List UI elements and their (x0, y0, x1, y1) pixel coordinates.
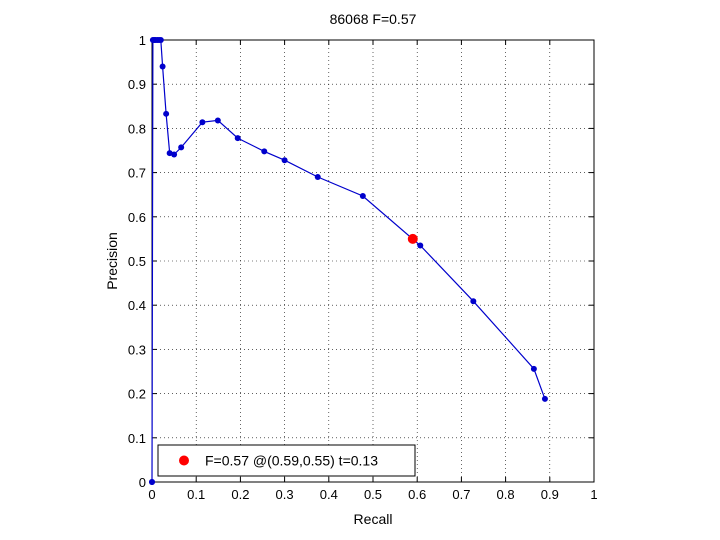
series-point (261, 148, 268, 155)
y-axis-label: Precision (104, 232, 120, 290)
grid (152, 40, 594, 482)
y-tick-label: 0.1 (128, 431, 146, 446)
y-tick-label: 1 (139, 33, 146, 48)
y-tick-label: 0 (139, 475, 146, 490)
series-point (470, 298, 477, 305)
x-tick-label: 0.4 (320, 487, 338, 502)
series-point (159, 63, 166, 70)
legend-box (157, 444, 416, 477)
series-point (234, 135, 241, 142)
x-tick-label: 1 (590, 487, 597, 502)
y-tick-label: 0.5 (128, 254, 146, 269)
y-tick-label: 0.6 (128, 210, 146, 225)
series-point (359, 193, 366, 200)
series-point (163, 110, 170, 117)
series-point (214, 117, 221, 124)
series-point (417, 242, 424, 249)
y-tick-label: 0.2 (128, 387, 146, 402)
x-tick-label: 0.8 (497, 487, 515, 502)
series-point (530, 365, 537, 372)
x-tick-label: 0.5 (364, 487, 382, 502)
series-point (541, 395, 548, 402)
x-axis-label: Recall (354, 511, 393, 527)
series-point (157, 37, 164, 43)
series-point (149, 479, 155, 485)
series-point (178, 144, 185, 151)
x-tick-label: 0 (148, 487, 155, 502)
y-tick-label: 0.7 (128, 166, 146, 181)
x-tick-label: 0.7 (452, 487, 470, 502)
legend-entry-label: F=0.57 @(0.59,0.55) t=0.13 (205, 453, 378, 469)
legend-marker (179, 455, 189, 466)
y-tick-label: 0.8 (128, 121, 146, 136)
x-tick-label: 0.3 (276, 487, 294, 502)
series-layer (149, 37, 548, 485)
y-tick-label: 0.9 (128, 77, 146, 92)
axis-ticks: 0 0.1 0.2 0.3 0.4 0.5 0.6 0.7 0.8 0.9 1 0 0.1 0.2 0.3 0… (128, 33, 598, 502)
y-tick-label: 0.3 (128, 342, 146, 357)
series-point (314, 174, 321, 181)
x-tick-label: 0.2 (231, 487, 249, 502)
best-point-layer (407, 233, 418, 244)
series-point (199, 119, 206, 126)
series-point (171, 151, 178, 158)
x-tick-label: 0.6 (408, 487, 426, 502)
x-tick-label: 0.1 (187, 487, 205, 502)
series-point (281, 157, 288, 164)
x-tick-label: 0.9 (541, 487, 559, 502)
y-tick-label: 0.4 (128, 298, 146, 313)
legend: F=0.57 @(0.59,0.55) t=0.13 (157, 444, 416, 477)
chart-title: 86068 F=0.57 (330, 11, 417, 27)
best-f-point (407, 233, 418, 244)
